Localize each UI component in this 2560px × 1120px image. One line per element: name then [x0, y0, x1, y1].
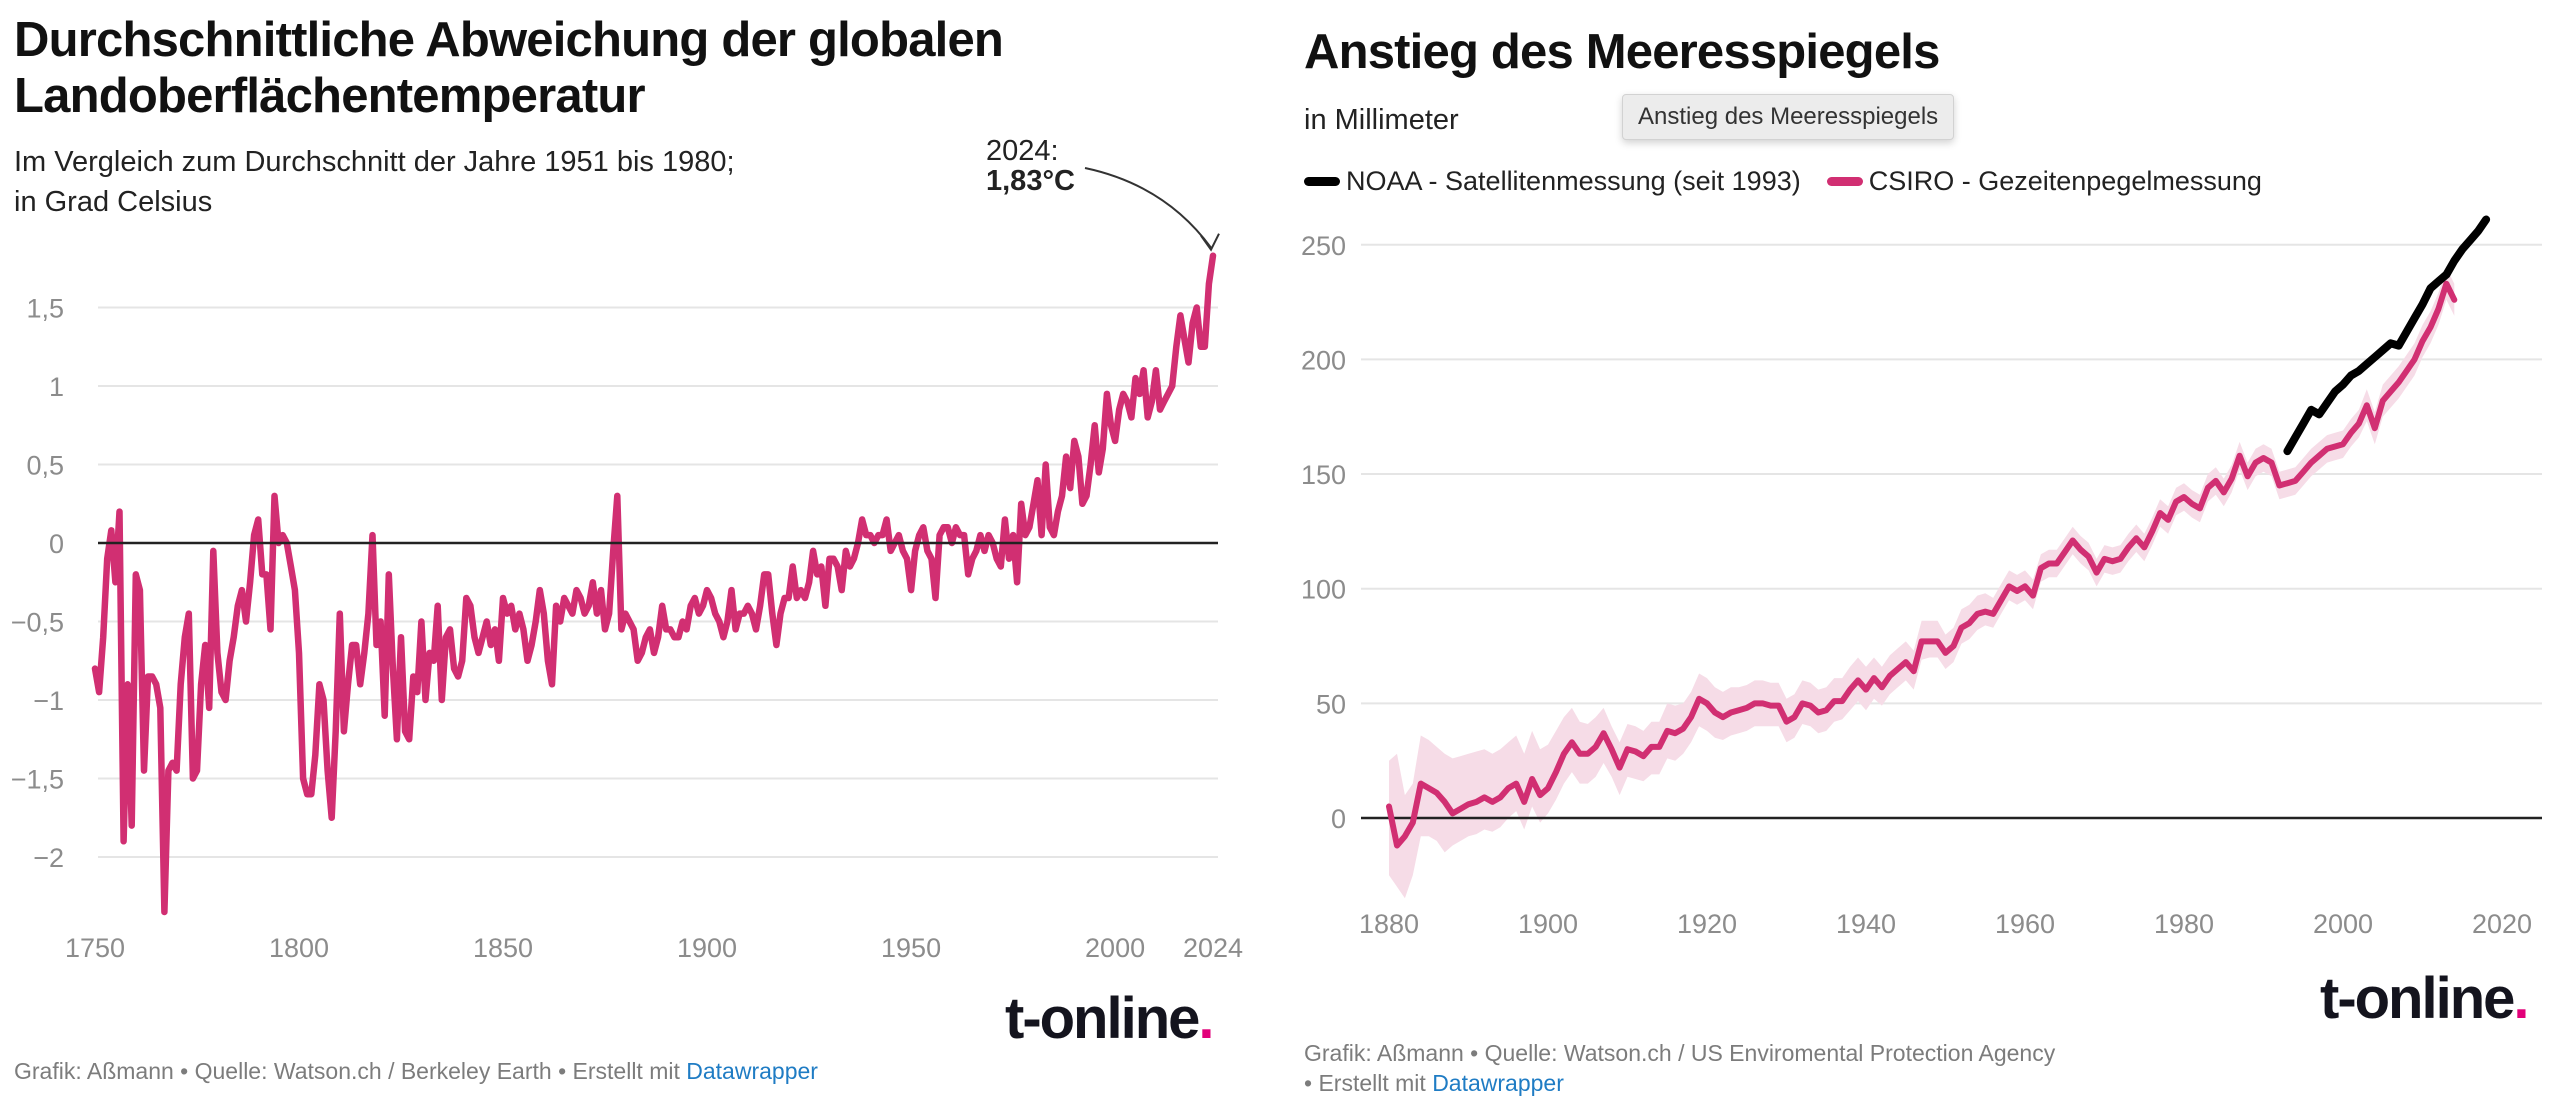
legend-label: CSIRO - Gezeitenpegelmessung [1868, 166, 2262, 196]
x-tick-label: 2024 [1183, 933, 1243, 963]
subtitle-line-2: in Grad Celsius [14, 186, 213, 218]
x-tick-label: 1850 [473, 933, 533, 963]
temperature-series-line [91, 252, 1217, 916]
y-tick-label: 0 [1331, 804, 1346, 834]
footer-source: Grafik: Aßmann • Quelle: Watson.ch / US … [1304, 1040, 2056, 1066]
x-tick-label: 2000 [2313, 909, 2373, 939]
y-tick-label: 200 [1301, 345, 1346, 375]
chart-title: Durchschnittliche Abweichung der globale… [14, 13, 1004, 123]
x-tick-label: 1940 [1836, 909, 1896, 939]
logo-text: t-online [1005, 986, 1200, 1051]
x-tick-label: 1920 [1677, 909, 1737, 939]
chart-footer: Grafik: Aßmann • Quelle: Watson.ch / Ber… [14, 1056, 818, 1086]
csiro-uncertainty-band [1389, 267, 2455, 899]
chart-legend: NOAA - Satellitenmessung (seit 1993) CSI… [1304, 166, 2288, 197]
footer-credit-text: • Erstellt mit [1304, 1070, 1433, 1096]
subtitle-line-1: Im Vergleich zum Durchschnitt der Jahre … [14, 146, 735, 178]
title-tooltip: Anstieg des Meeresspiegels [1622, 94, 1955, 140]
y-tick-label: −2 [33, 843, 64, 873]
t-online-logo: t-online. [1005, 985, 1215, 1052]
chart-subtitle: in Millimeter [1304, 104, 1459, 136]
csiro-series-line [1386, 280, 2458, 849]
temperature-line-chart: 1,5 1 0,5 0 −0,5 −1 −1,5 −2 1750 1800 1850 1900 1950… [11, 135, 1243, 963]
y-tick-label: 150 [1301, 460, 1346, 490]
datawrapper-link[interactable]: Datawrapper [1432, 1070, 1564, 1096]
legend-item-noaa[interactable]: NOAA - Satellitenmessung (seit 1993) [1304, 166, 1801, 197]
x-tick-label: 1800 [269, 933, 329, 963]
logo-text: t-online [2320, 966, 2515, 1031]
annotation-value: 1,83°C [986, 165, 1075, 197]
chart-title: Anstieg des Meeresspiegels [1304, 25, 1940, 79]
temperature-chart-panel: Durchschnittliche Abweichung der globale… [11, 13, 1243, 1086]
y-tick-label: 0 [49, 529, 64, 559]
x-tick-label: 1900 [677, 933, 737, 963]
sea-level-chart-panel: Anstieg des Meeresspiegels in Millimeter… [1290, 0, 2560, 1120]
y-tick-label: −1,5 [11, 765, 64, 795]
x-tick-label: 1980 [2154, 909, 2214, 939]
x-tick-label: 1900 [1518, 909, 1578, 939]
y-tick-label: 250 [1301, 231, 1346, 261]
annotation-arrowhead [1200, 233, 1220, 252]
logo-dot: . [1198, 986, 1214, 1051]
x-tick-label: 1960 [1995, 909, 2055, 939]
chart-footer: Grafik: Aßmann • Quelle: Watson.ch / US … [1304, 1038, 2124, 1098]
legend-swatch-pink [1826, 177, 1863, 186]
y-tick-label: 50 [1316, 689, 1346, 719]
legend-label: NOAA - Satellitenmessung (seit 1993) [1346, 166, 1801, 196]
annotation-year: 2024: [986, 135, 1059, 167]
x-tick-label: 1880 [1359, 909, 1419, 939]
chart-subtitle: Im Vergleich zum Durchschnitt der Jahre … [14, 142, 914, 222]
t-online-logo: t-online. [2320, 965, 2530, 1032]
noaa-series-line [2283, 215, 2491, 456]
y-tick-label: 0,5 [26, 451, 64, 481]
footer-source: Grafik: Aßmann • Quelle: Watson.ch / Ber… [14, 1058, 687, 1084]
logo-dot: . [2513, 966, 2529, 1031]
x-tick-label: 1750 [65, 933, 125, 963]
y-tick-label: 1,5 [26, 294, 64, 324]
footer-credit: • Erstellt mit Datawrapper [1304, 1068, 2124, 1098]
x-tick-label: 2000 [1085, 933, 1145, 963]
annotation-arrow [1084, 167, 1212, 249]
sea-level-line-chart: 250 200 150 100 50 0 1880 1900 1920 1940 1960 1980 2… [1301, 215, 2542, 939]
y-tick-label: −1 [33, 686, 64, 716]
datawrapper-link[interactable]: Datawrapper [686, 1058, 818, 1084]
y-tick-label: 100 [1301, 575, 1346, 605]
y-tick-label: 1 [49, 372, 64, 402]
x-tick-label: 1950 [881, 933, 941, 963]
legend-swatch-black [1304, 177, 1340, 186]
y-tick-label: −0,5 [11, 608, 64, 638]
x-tick-label: 2020 [2472, 909, 2532, 939]
legend-item-csiro[interactable]: CSIRO - Gezeitenpegelmessung [1826, 166, 2262, 197]
